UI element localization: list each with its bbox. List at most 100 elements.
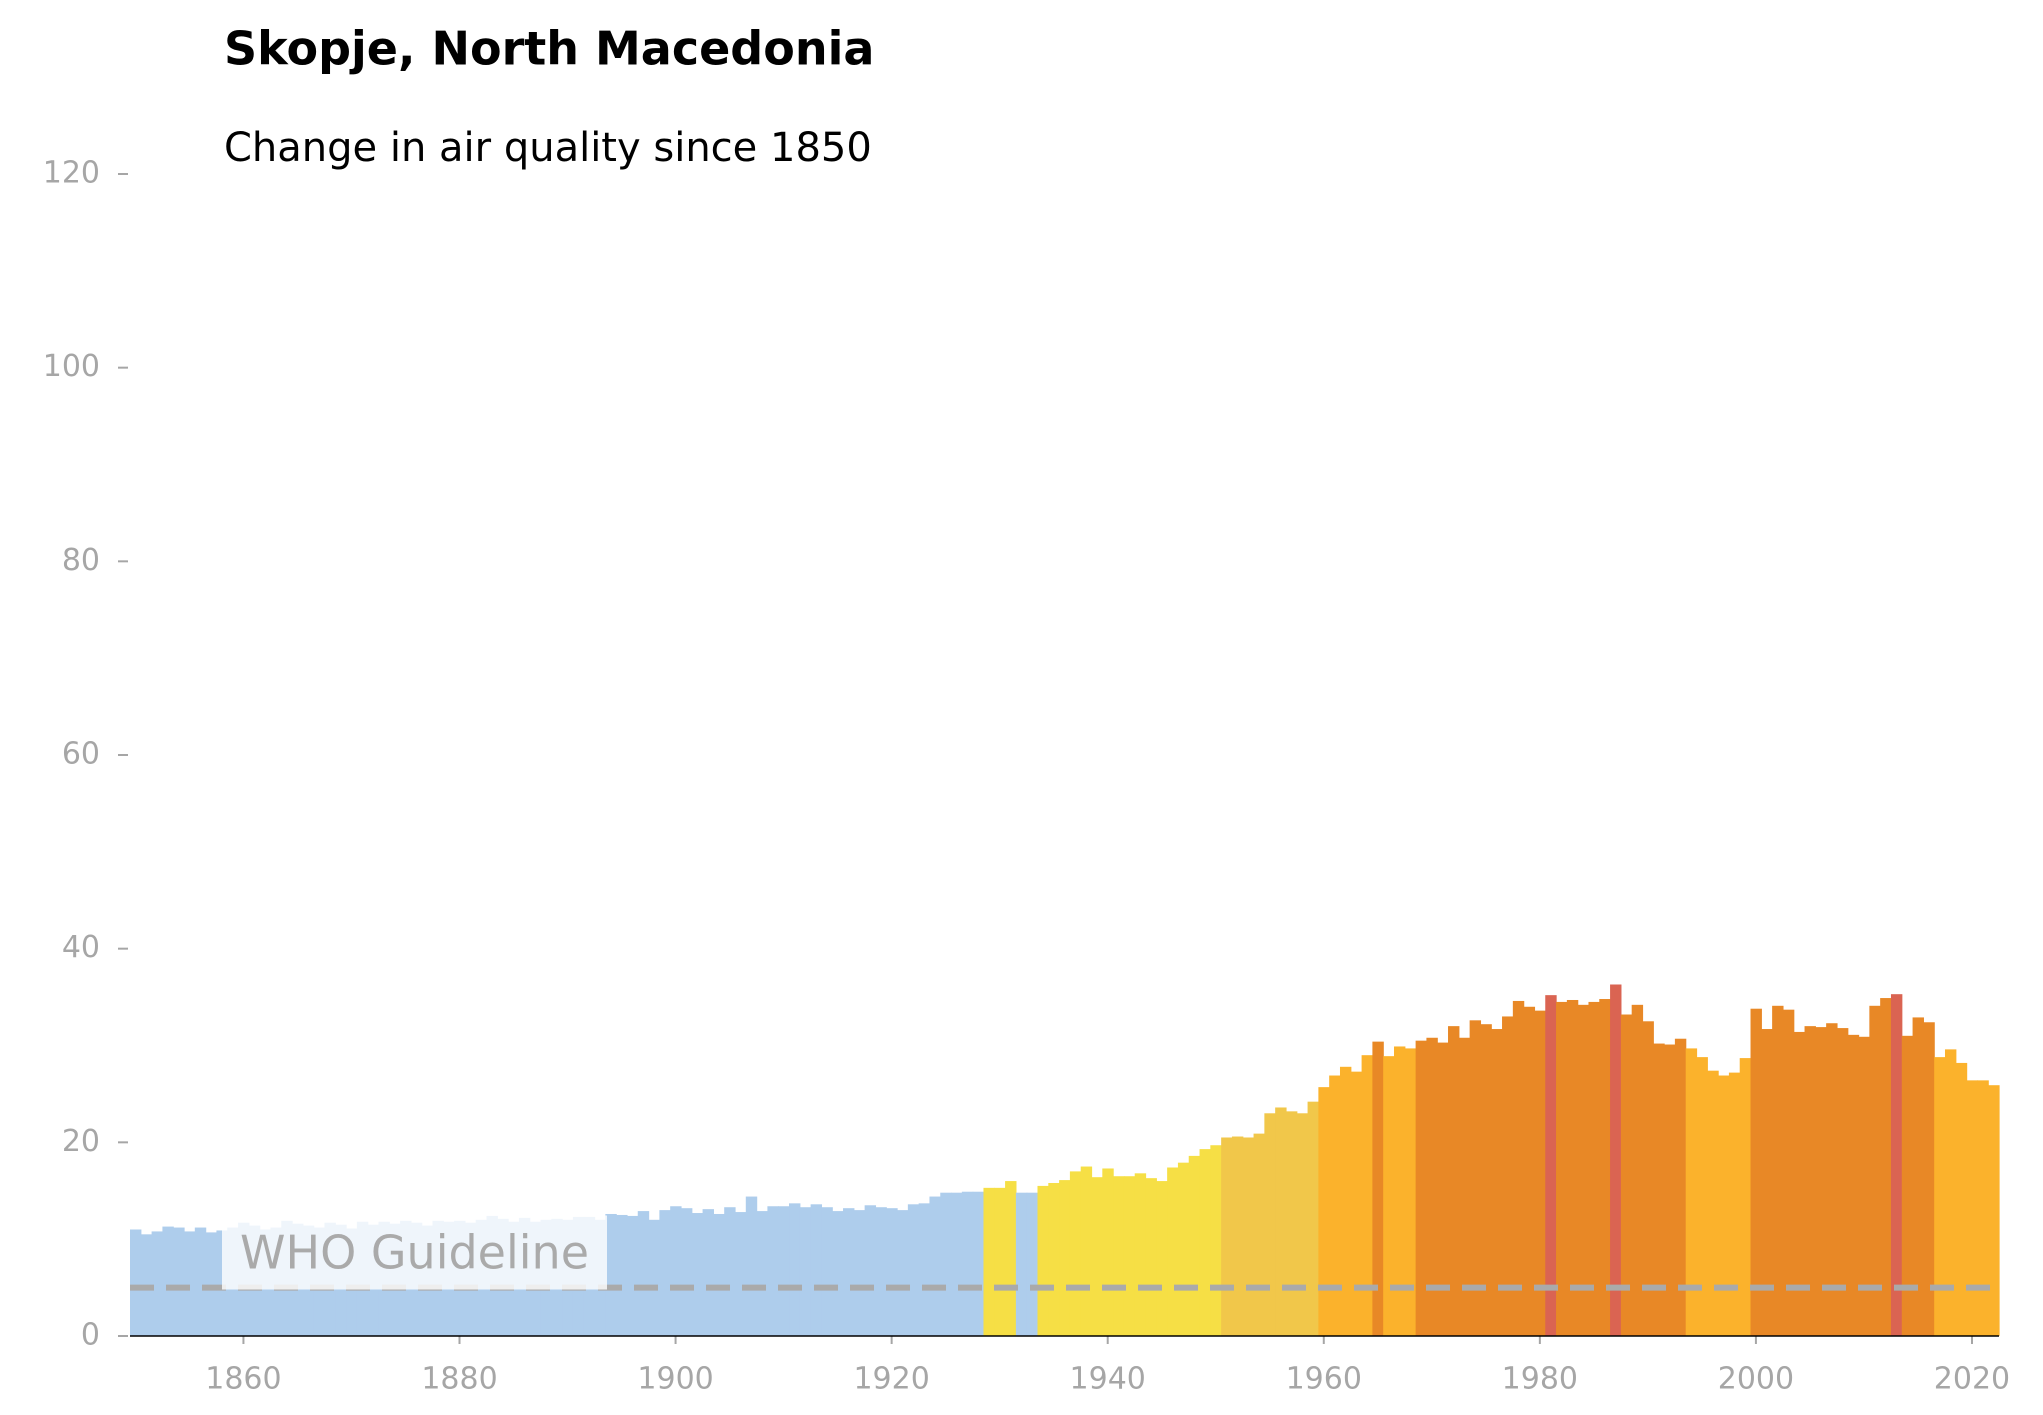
bar	[1242, 1137, 1255, 1336]
x-tick-label: 2020	[1934, 1362, 2010, 1397]
bar	[745, 1196, 758, 1336]
bar	[1588, 1001, 1600, 1336]
bar	[724, 1207, 736, 1336]
bar	[951, 1192, 963, 1336]
bar	[1653, 1043, 1665, 1336]
bar	[1285, 1111, 1298, 1336]
bar	[1707, 1070, 1719, 1336]
bar	[832, 1211, 844, 1336]
y-tick-label: 40	[62, 930, 100, 965]
bar	[1977, 1080, 1989, 1336]
bar	[972, 1191, 985, 1336]
bar	[1188, 1155, 1201, 1336]
bar	[1512, 1000, 1525, 1336]
chart-title: Skopje, North Macedonia	[224, 22, 874, 76]
bar	[1145, 1178, 1157, 1336]
bar	[1394, 1046, 1406, 1336]
bar	[1772, 1005, 1784, 1336]
bar	[1491, 1029, 1503, 1336]
bar	[1944, 1049, 1957, 1336]
bar	[659, 1210, 671, 1336]
bar	[821, 1207, 833, 1336]
bar	[756, 1211, 769, 1336]
bar	[1275, 1107, 1287, 1336]
bar	[1469, 1020, 1482, 1336]
bar	[1167, 1167, 1179, 1336]
bar	[1880, 998, 1892, 1336]
bar	[1545, 995, 1557, 1336]
x-tick-label: 1880	[421, 1362, 497, 1397]
bar	[1804, 1026, 1816, 1336]
bar	[1955, 1062, 1968, 1336]
bar	[1858, 1036, 1870, 1336]
bar	[1599, 999, 1611, 1336]
bar	[1836, 1028, 1849, 1336]
bar	[1502, 1016, 1514, 1336]
bar	[1199, 1149, 1211, 1336]
bar	[983, 1187, 995, 1336]
bar	[1556, 1001, 1568, 1336]
bar	[1480, 1024, 1492, 1336]
bar	[1458, 1037, 1471, 1336]
reference-label: WHO Guideline	[240, 1226, 589, 1280]
bar	[1015, 1192, 1028, 1336]
bar	[897, 1210, 909, 1336]
bar	[1923, 1022, 1935, 1336]
bar	[929, 1196, 941, 1336]
bar	[1739, 1058, 1752, 1336]
bar	[1307, 1101, 1319, 1336]
bar	[616, 1214, 628, 1336]
bar	[1415, 1040, 1428, 1336]
bar	[1577, 1004, 1590, 1336]
bar	[702, 1209, 714, 1336]
bar	[1761, 1029, 1773, 1336]
bar	[1253, 1133, 1265, 1336]
bar	[1912, 1017, 1924, 1336]
bar	[1123, 1176, 1136, 1336]
y-tick-label: 120	[43, 156, 100, 191]
bar	[734, 1212, 747, 1336]
bar	[1210, 1145, 1222, 1336]
bar	[789, 1203, 801, 1336]
bar	[1437, 1042, 1449, 1336]
bar	[713, 1213, 725, 1336]
bar	[853, 1210, 866, 1336]
bar	[637, 1211, 650, 1336]
bar	[1890, 994, 1903, 1336]
bar	[886, 1208, 898, 1336]
bar	[1048, 1183, 1060, 1336]
bar	[1610, 984, 1622, 1336]
bar	[1037, 1185, 1049, 1336]
bar	[1869, 1005, 1881, 1336]
bar	[1156, 1181, 1168, 1336]
bar	[1793, 1031, 1806, 1336]
bar	[1815, 1027, 1827, 1336]
bar	[1534, 1010, 1546, 1336]
bar	[767, 1206, 779, 1336]
bar	[1988, 1085, 2000, 1336]
bar	[1566, 999, 1579, 1336]
bar	[194, 1227, 207, 1336]
bar	[1426, 1037, 1438, 1336]
bar	[1339, 1066, 1352, 1336]
bar	[1383, 1056, 1395, 1336]
x-tick-label: 1900	[637, 1362, 713, 1397]
bar	[1113, 1176, 1125, 1336]
bar	[1102, 1168, 1114, 1336]
bar	[1221, 1137, 1233, 1336]
bar	[1296, 1113, 1309, 1336]
bar	[1329, 1075, 1341, 1336]
x-tick-label: 1980	[1502, 1362, 1578, 1397]
bar	[1026, 1192, 1039, 1336]
bar	[864, 1205, 877, 1336]
bar	[810, 1204, 823, 1336]
y-tick-label: 80	[62, 543, 100, 578]
bar	[1826, 1023, 1838, 1336]
bar	[626, 1215, 639, 1336]
bar	[940, 1192, 952, 1336]
label-box	[222, 1215, 607, 1290]
bar	[1642, 1021, 1654, 1336]
bar	[1404, 1048, 1417, 1336]
